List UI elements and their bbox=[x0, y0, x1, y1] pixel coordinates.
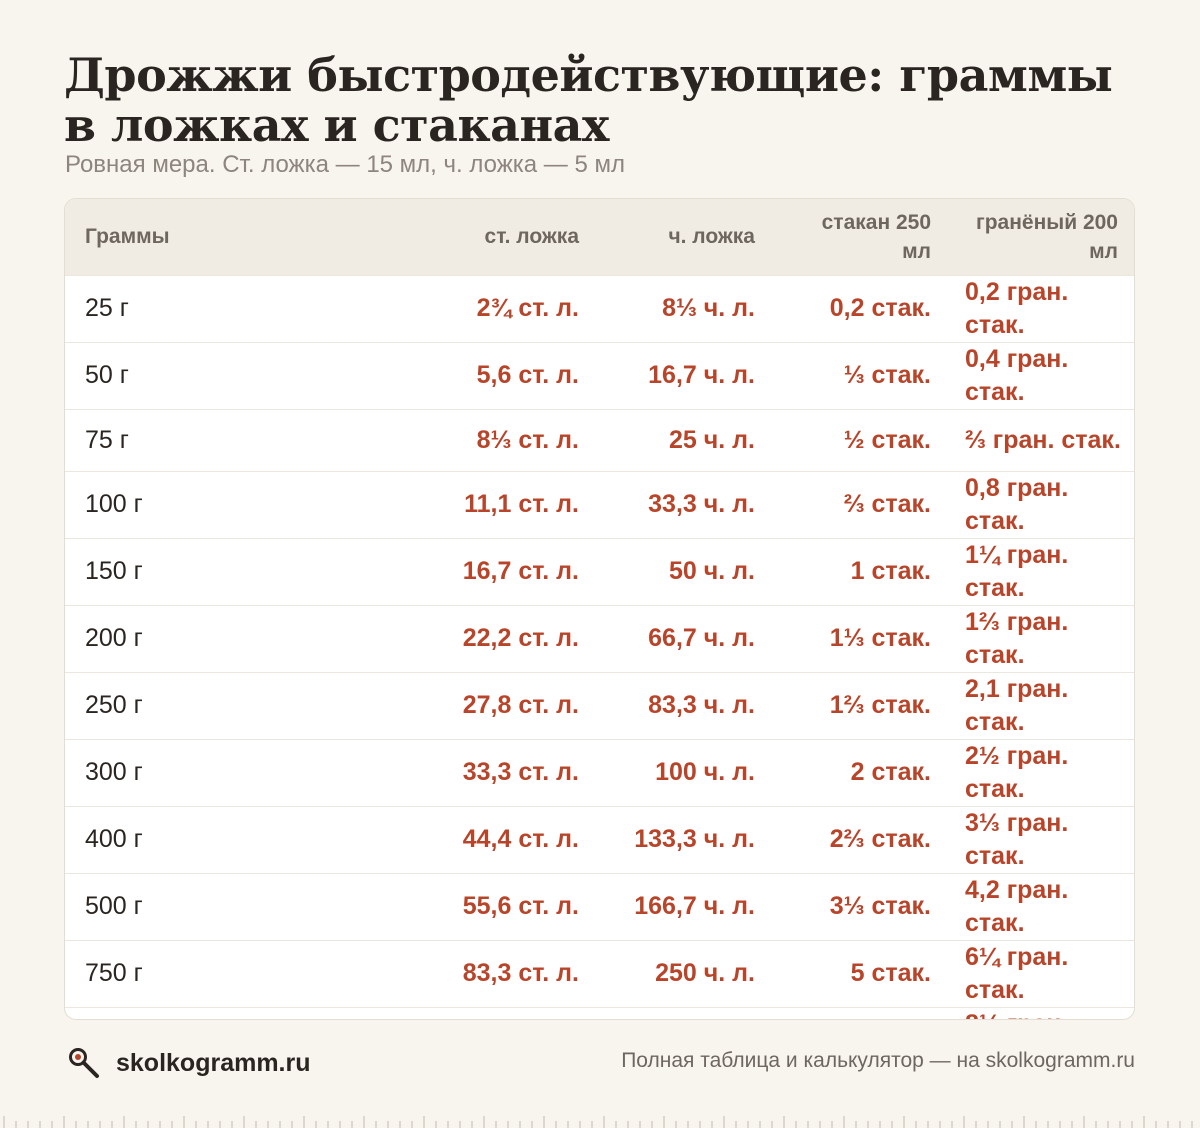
cell-teaspoon: 100 ч. л. bbox=[655, 758, 755, 786]
cell-tablespoon: 83,3 ст. л. bbox=[462, 959, 579, 987]
table-body: 25 г 2¾ ст. л. 8⅓ ч. л. 0,2 стак. 0,2 гран. … bbox=[65, 275, 1134, 1020]
cell-grams: 300 г bbox=[85, 758, 143, 786]
cell-faceted-glass-200: 8⅓ гран. стак. bbox=[955, 1007, 1134, 1020]
footer-note: Полная таблица и калькулятор — на skolko… bbox=[621, 1049, 1135, 1072]
table-row: 100 г 11,1 ст. л. 33,3 ч. л. ⅔ стак. 0,8 гра… bbox=[65, 471, 1134, 538]
cell-tablespoon: 22,2 ст. л. bbox=[462, 624, 579, 652]
brand-name: skolkogramm.ru bbox=[116, 1048, 311, 1077]
cell-cup-250: 1 стак. bbox=[850, 557, 931, 585]
cell-tablespoon: 44,4 ст. л. bbox=[462, 825, 579, 853]
cell-grams: 750 г bbox=[85, 959, 143, 987]
cell-tablespoon: 11,1 ст. л. bbox=[464, 490, 579, 518]
magnifier-spoon-icon bbox=[69, 1048, 99, 1078]
footer-logo[interactable]: skolkogramm.ru bbox=[66, 1046, 311, 1080]
cell-grams: 1000 г bbox=[65, 1007, 427, 1019]
table-row: 1000 г111,1 ст. л.333,3 ч. л.6⅔ стак.8⅓ … bbox=[65, 1007, 1134, 1020]
cell-cup-250: 0,2 стак. bbox=[829, 294, 931, 322]
cell-cup-250: 6⅔ стак. bbox=[779, 1007, 955, 1019]
table-row: 400 г 44,4 ст. л. 133,3 ч. л. 2⅔ стак. 3⅓ гр… bbox=[65, 806, 1134, 873]
cell-cup-250: 2⅔ стак. bbox=[829, 825, 931, 853]
cell-teaspoon: 25 ч. л. bbox=[669, 425, 755, 454]
cell-grams: 25 г bbox=[85, 294, 129, 322]
cell-grams: 150 г bbox=[85, 557, 143, 585]
cell-tablespoon: 16,7 ст. л. bbox=[462, 557, 579, 585]
cell-tablespoon: 8⅓ ст. л. bbox=[476, 425, 579, 454]
cell-teaspoon: 133,3 ч. л. bbox=[634, 825, 755, 853]
cell-faceted-glass-200: 2½ гран. стак. bbox=[965, 741, 1069, 803]
header-grams: Граммы bbox=[85, 225, 170, 249]
page-title: Дрожжи быстродействующие: граммы в ложка… bbox=[64, 48, 1113, 152]
cell-tablespoon: 2¾ ст. л. bbox=[476, 294, 579, 322]
ruler-decoration bbox=[3, 1116, 1193, 1128]
cell-tablespoon: 33,3 ст. л. bbox=[462, 758, 579, 786]
cell-teaspoon: 50 ч. л. bbox=[669, 557, 755, 585]
table-row: 300 г 33,3 ст. л. 100 ч. л. 2 стак. 2½ гран.… bbox=[65, 739, 1134, 806]
table-header-row: Граммы ст. ложка ч. ложка стакан 250 мл … bbox=[65, 199, 1134, 275]
cell-faceted-glass-200: ⅔ гран. стак. bbox=[965, 425, 1121, 454]
table-row: 50 г 5,6 ст. л. 16,7 ч. л. ⅓ стак. 0,4 гран.… bbox=[65, 342, 1134, 409]
table-row: 150 г 16,7 ст. л. 50 ч. л. 1 стак. 1¼ гран. … bbox=[65, 538, 1134, 605]
cell-teaspoon: 333,3 ч. л. bbox=[603, 1007, 779, 1019]
header-tablespoon: ст. ложка bbox=[484, 225, 579, 249]
header-cup-250: стакан 250 мл bbox=[821, 210, 931, 263]
conversion-table-card: Граммы ст. ложка ч. ложка стакан 250 мл … bbox=[64, 198, 1135, 1020]
cell-faceted-glass-200: 0,2 гран. стак. bbox=[965, 277, 1069, 339]
table-row: 750 г 83,3 ст. л. 250 ч. л. 5 стак. 6¼ гран.… bbox=[65, 940, 1134, 1007]
cell-teaspoon: 8⅓ ч. л. bbox=[662, 294, 755, 322]
cell-tablespoon: 5,6 ст. л. bbox=[476, 361, 579, 389]
header-faceted-glass-200: гранёный 200 мл bbox=[975, 210, 1118, 263]
cell-teaspoon: 83,3 ч. л. bbox=[648, 691, 755, 719]
cell-faceted-glass-200: 2,1 гран. стак. bbox=[965, 674, 1069, 736]
header-teaspoon: ч. ложка bbox=[668, 225, 755, 249]
cell-faceted-glass-200: 0,4 гран. стак. bbox=[965, 344, 1069, 406]
cell-tablespoon: 55,6 ст. л. bbox=[462, 892, 579, 920]
cell-teaspoon: 33,3 ч. л. bbox=[648, 490, 755, 518]
cell-grams: 500 г bbox=[85, 892, 143, 920]
cell-grams: 50 г bbox=[85, 361, 129, 389]
cell-grams: 100 г bbox=[85, 490, 143, 518]
cell-teaspoon: 250 ч. л. bbox=[655, 959, 755, 987]
cell-faceted-glass-200: 6¼ гран. стак. bbox=[965, 942, 1069, 1004]
cell-grams: 250 г bbox=[85, 691, 143, 719]
cell-cup-250: ½ стак. bbox=[843, 425, 931, 454]
table-row: 200 г 22,2 ст. л. 66,7 ч. л. 1⅓ стак. 1⅔ гра… bbox=[65, 605, 1134, 672]
table-row: 25 г 2¾ ст. л. 8⅓ ч. л. 0,2 стак. 0,2 гран. … bbox=[65, 275, 1134, 342]
cell-grams: 75 г bbox=[85, 425, 129, 454]
cell-grams: 400 г bbox=[85, 825, 143, 853]
table-row: 75 г 8⅓ ст. л. 25 ч. л. ½ стак. ⅔ гран. стак… bbox=[65, 409, 1134, 471]
cell-tablespoon: 27,8 ст. л. bbox=[462, 691, 579, 719]
cell-teaspoon: 16,7 ч. л. bbox=[648, 361, 755, 389]
table-row: 250 г 27,8 ст. л. 83,3 ч. л. 1⅔ стак. 2,1 гр… bbox=[65, 672, 1134, 739]
page-subtitle: Ровная мера. Ст. ложка — 15 мл, ч. ложка… bbox=[65, 151, 625, 178]
cell-faceted-glass-200: 4,2 гран. стак. bbox=[965, 875, 1069, 937]
cell-grams: 200 г bbox=[85, 624, 143, 652]
conversion-table: Граммы ст. ложка ч. ложка стакан 250 мл … bbox=[65, 199, 1134, 1020]
cell-cup-250: 1⅔ стак. bbox=[829, 691, 931, 719]
cell-cup-250: ⅔ стак. bbox=[843, 490, 931, 518]
cell-faceted-glass-200: 3⅓ гран. стак. bbox=[965, 808, 1069, 870]
cell-faceted-glass-200: 1⅔ гран. стак. bbox=[965, 607, 1069, 669]
cell-faceted-glass-200: 0,8 гран. стак. bbox=[965, 473, 1069, 535]
cell-cup-250: 5 стак. bbox=[850, 959, 931, 987]
cell-tablespoon: 111,1 ст. л. bbox=[427, 1007, 603, 1019]
cell-teaspoon: 166,7 ч. л. bbox=[634, 892, 755, 920]
cell-faceted-glass-200: 1¼ гран. стак. bbox=[965, 540, 1069, 602]
cell-cup-250: 1⅓ стак. bbox=[829, 624, 931, 652]
cell-cup-250: ⅓ стак. bbox=[843, 361, 931, 389]
cell-teaspoon: 66,7 ч. л. bbox=[648, 624, 755, 652]
cell-cup-250: 3⅓ стак. bbox=[829, 892, 931, 920]
cell-cup-250: 2 стак. bbox=[850, 758, 931, 786]
table-row: 500 г 55,6 ст. л. 166,7 ч. л. 3⅓ стак. 4,2 г… bbox=[65, 873, 1134, 940]
